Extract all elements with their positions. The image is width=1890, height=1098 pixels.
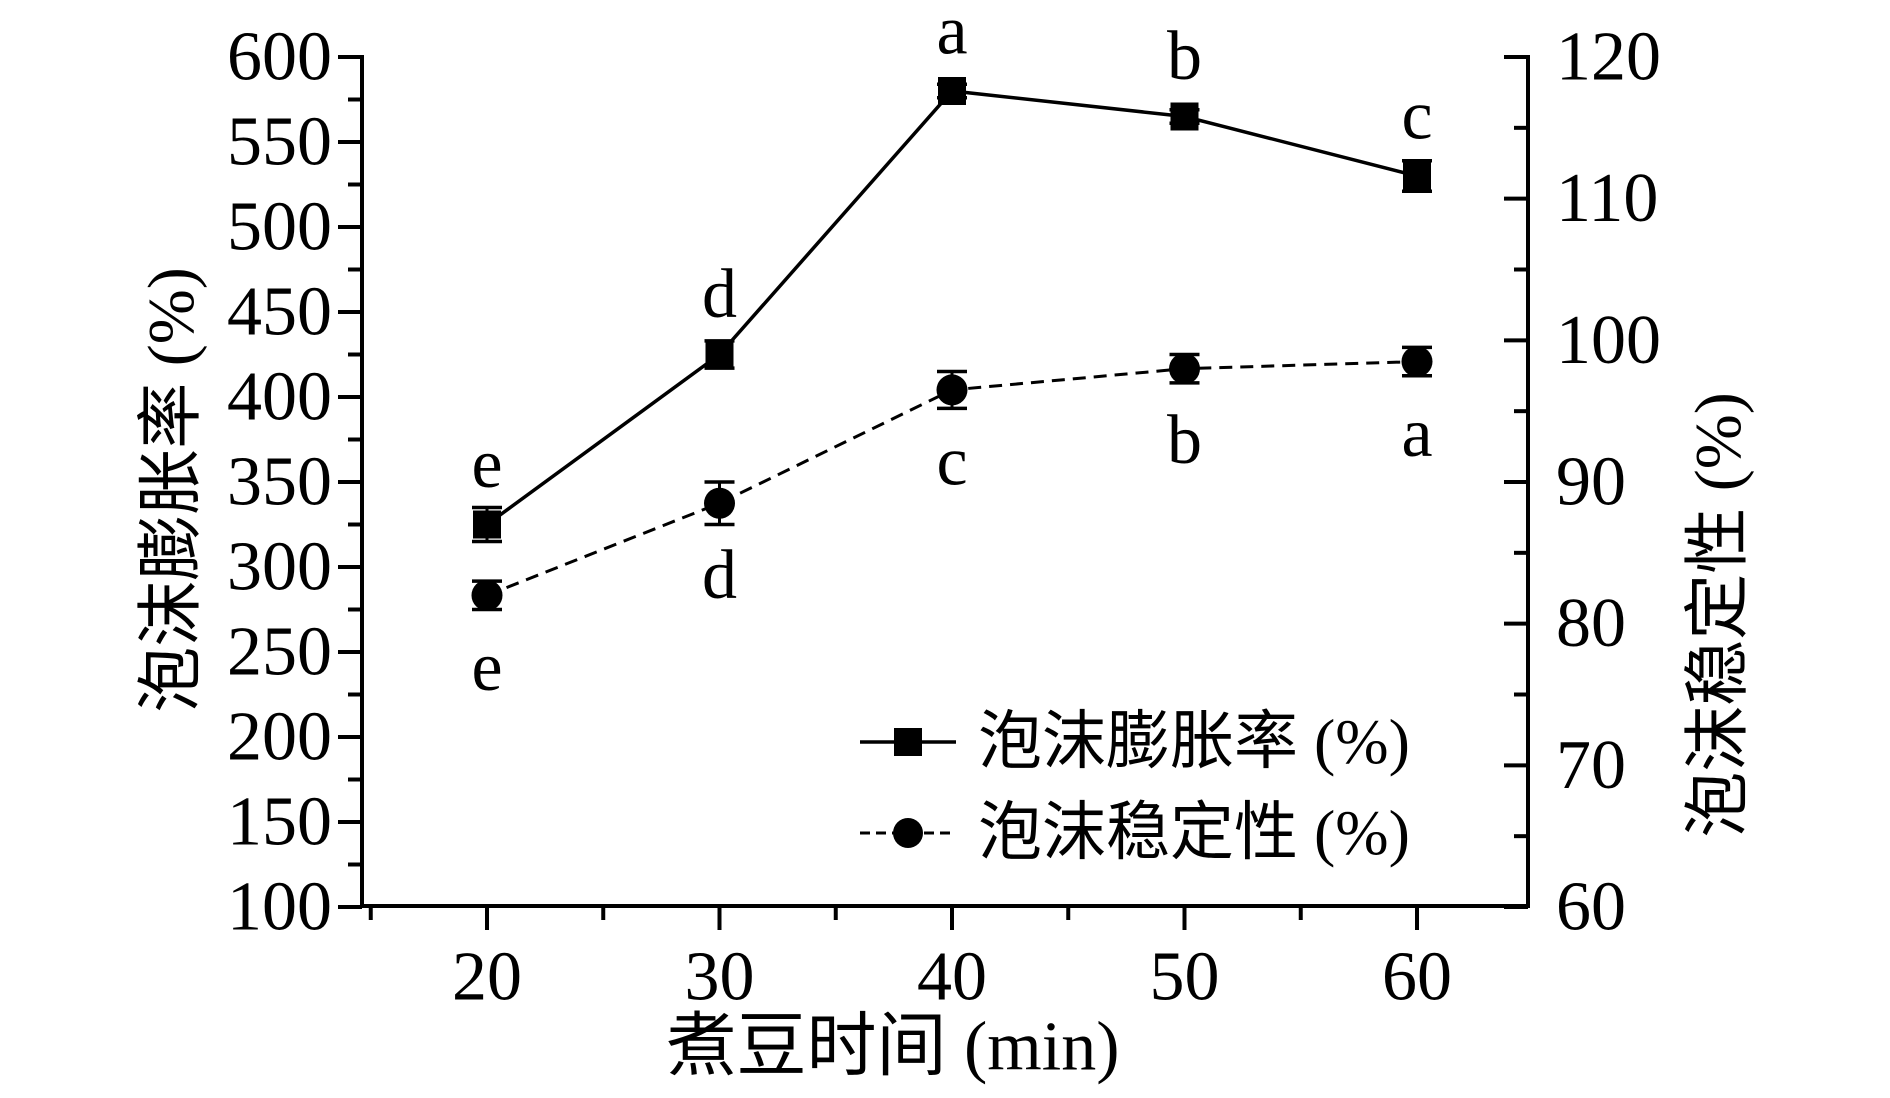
significance-letter: c (1401, 78, 1432, 155)
right-axis-tick-label: 70 (1556, 727, 1626, 804)
data-point-circle (1169, 353, 1200, 385)
significance-letter: b (1167, 402, 1202, 479)
data-point-circle (471, 579, 503, 611)
data-point-square (1170, 102, 1199, 131)
left-y-axis-title: 泡沫膨胀率 (%) (135, 267, 208, 713)
significance-letter: c (936, 423, 967, 500)
legend: 泡沫膨胀率 (%) 泡沫稳定性 (%) (858, 696, 1410, 878)
significance-letter: e (471, 629, 502, 706)
data-point-square (705, 340, 734, 369)
legend-item-expansion: 泡沫膨胀率 (%) (858, 696, 1410, 787)
left-axis-tick-label: 500 (227, 189, 332, 266)
x-axis-tick-label: 50 (1150, 939, 1220, 1016)
right-axis-tick-label: 80 (1556, 585, 1626, 662)
left-axis-tick-label: 150 (227, 784, 332, 861)
x-axis-title: 煮豆时间 (min) (666, 1008, 1120, 1086)
significance-letter: a (1401, 395, 1432, 472)
significance-letter: d (702, 537, 737, 614)
legend-item-stability: 泡沫稳定性 (%) (858, 787, 1410, 878)
legend-label-expansion: 泡沫膨胀率 (%) (978, 705, 1410, 777)
x-axis-tick-label: 60 (1382, 939, 1452, 1016)
left-axis-tick-label: 550 (227, 104, 332, 181)
left-axis-tick-label: 600 (227, 19, 332, 96)
x-axis-tick-label: 20 (452, 939, 522, 1016)
x-axis-tick-label: 30 (685, 939, 755, 1016)
data-point-circle (1401, 346, 1433, 378)
data-point-square (1403, 162, 1431, 190)
significance-letter: b (1167, 18, 1202, 95)
left-axis-tick-label: 400 (227, 359, 332, 436)
data-point-square (473, 510, 501, 539)
right-axis-tick-label: 120 (1556, 19, 1661, 96)
left-axis-tick-label: 250 (227, 614, 332, 691)
data-point-square (938, 77, 966, 105)
left-axis-tick-label: 100 (227, 869, 332, 946)
right-axis-tick-label: 110 (1556, 160, 1658, 237)
left-axis-tick-label: 300 (227, 529, 332, 606)
data-point-circle (704, 487, 735, 519)
data-point-circle (936, 374, 968, 406)
left-axis-tick-label: 350 (227, 444, 332, 521)
x-axis-tick-label: 40 (917, 939, 987, 1016)
significance-letter: a (936, 0, 967, 70)
left-axis-tick-label: 450 (227, 274, 332, 351)
left-axis-tick-label: 200 (227, 699, 332, 776)
right-axis-tick-label: 90 (1556, 444, 1626, 521)
solid-line-square-marker-icon (860, 727, 956, 756)
right-axis-tick-label: 60 (1556, 869, 1626, 946)
significance-letter: d (702, 256, 737, 333)
right-y-axis-title: 泡沫稳定性 (%) (1682, 392, 1755, 838)
dashed-line-circle-marker-icon (860, 817, 956, 848)
legend-label-stability: 泡沫稳定性 (%) (978, 796, 1410, 868)
significance-letter: e (471, 426, 502, 503)
right-axis-tick-label: 100 (1556, 302, 1661, 379)
